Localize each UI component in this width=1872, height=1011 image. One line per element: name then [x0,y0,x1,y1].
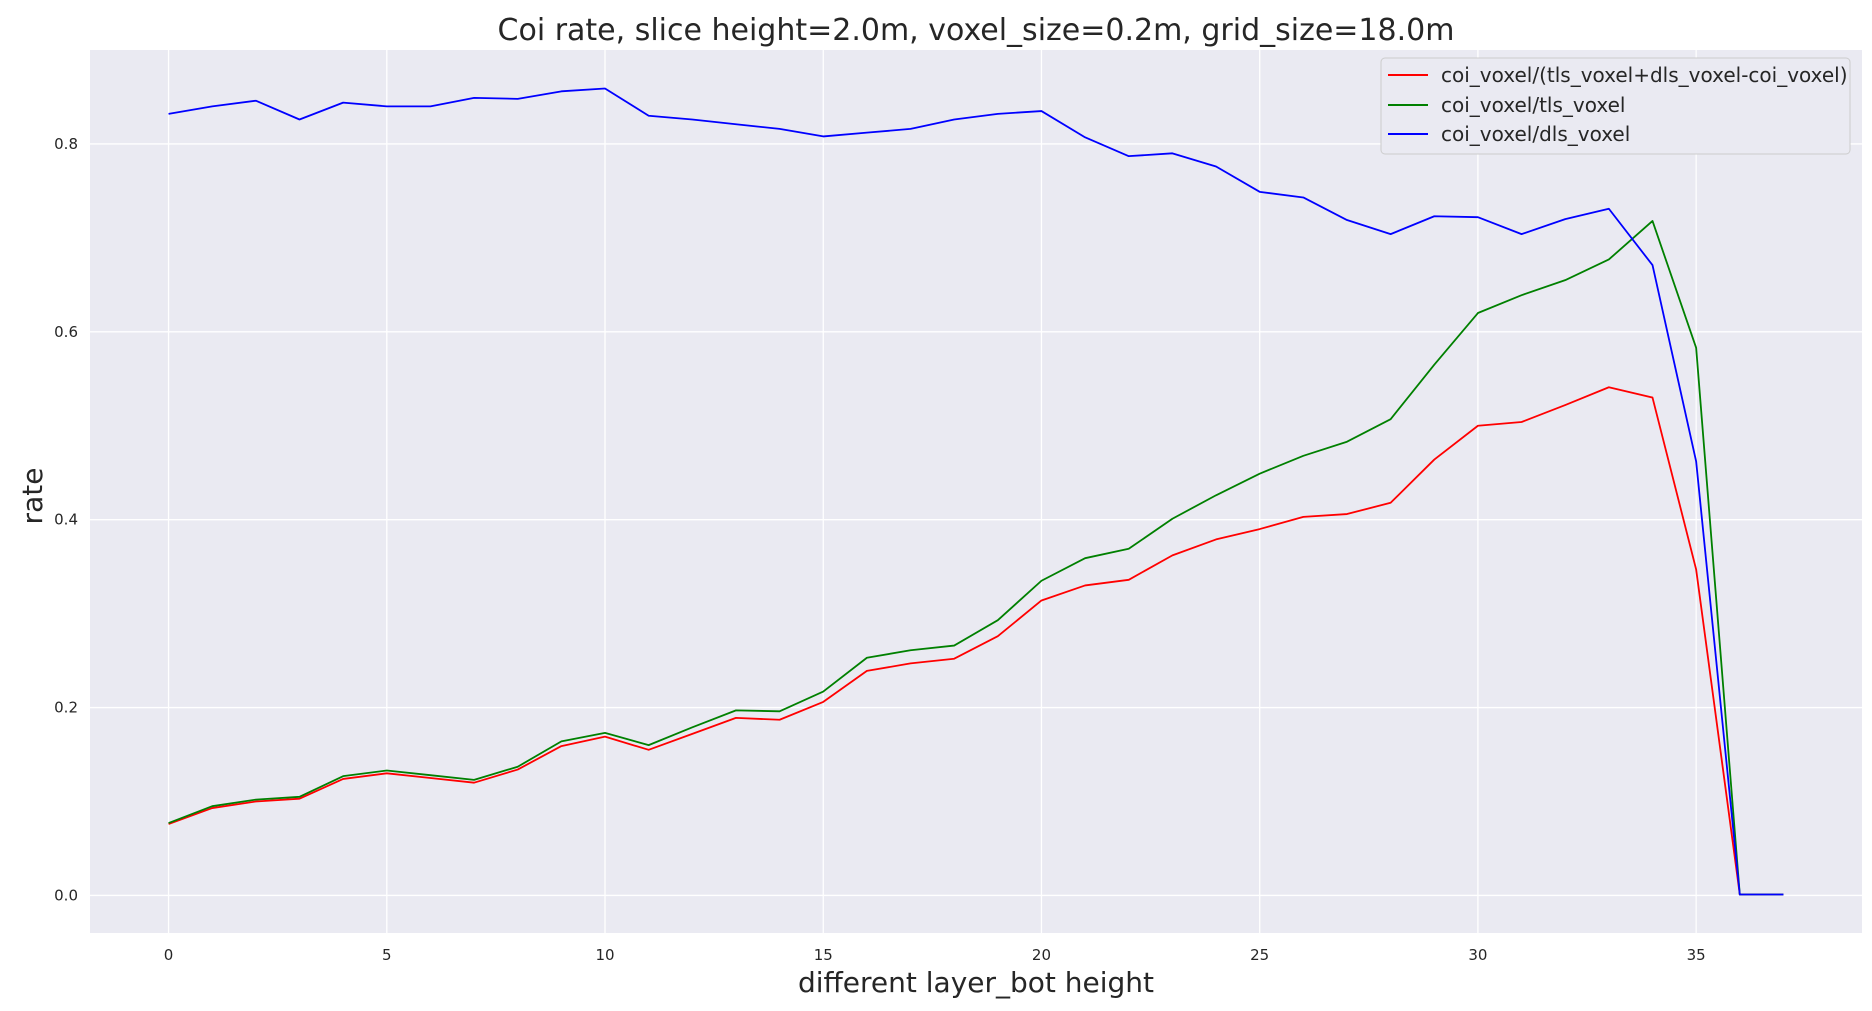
chart-title: Coi rate, slice height=2.0m, voxel_size=… [498,13,1455,48]
y-tick-label: 0.6 [54,323,78,341]
legend: coi_voxel/(tls_voxel+dls_voxel-coi_voxel… [1380,57,1851,155]
x-tick-label: 35 [1687,946,1706,964]
series-line-0 [168,386,1784,896]
y-tick-label: 0.8 [54,135,78,153]
legend-label-ratio-tls: coi_voxel/tls_voxel [1441,93,1625,117]
y-axis-label: rate [16,468,49,525]
x-tick-label: 10 [595,946,614,964]
x-tick-label: 20 [1032,946,1051,964]
tick-labels: 0 5 10 15 20 25 30 35 0.0 0.2 0.4 0.6 0.8 [54,135,1706,964]
x-tick-label: 30 [1468,946,1487,964]
series-line-1 [168,220,1784,896]
y-tick-label: 0.0 [54,886,78,904]
y-tick-label: 0.2 [54,699,78,717]
plot-area [90,50,1862,933]
x-tick-label: 25 [1250,946,1269,964]
legend-box [1380,57,1851,155]
x-axis-label: different layer_bot height [798,966,1154,999]
x-tick-label: 5 [382,946,392,964]
grid-lines [90,50,1862,933]
series-line-2 [168,87,1784,896]
y-tick-label: 0.4 [54,511,78,529]
x-tick-label: 0 [164,946,174,964]
series-lines [168,87,1784,896]
x-tick-label: 15 [814,946,833,964]
legend-label-ratio-union: coi_voxel/(tls_voxel+dls_voxel-coi_voxel… [1441,63,1848,87]
legend-label-ratio-dls: coi_voxel/dls_voxel [1441,122,1630,146]
